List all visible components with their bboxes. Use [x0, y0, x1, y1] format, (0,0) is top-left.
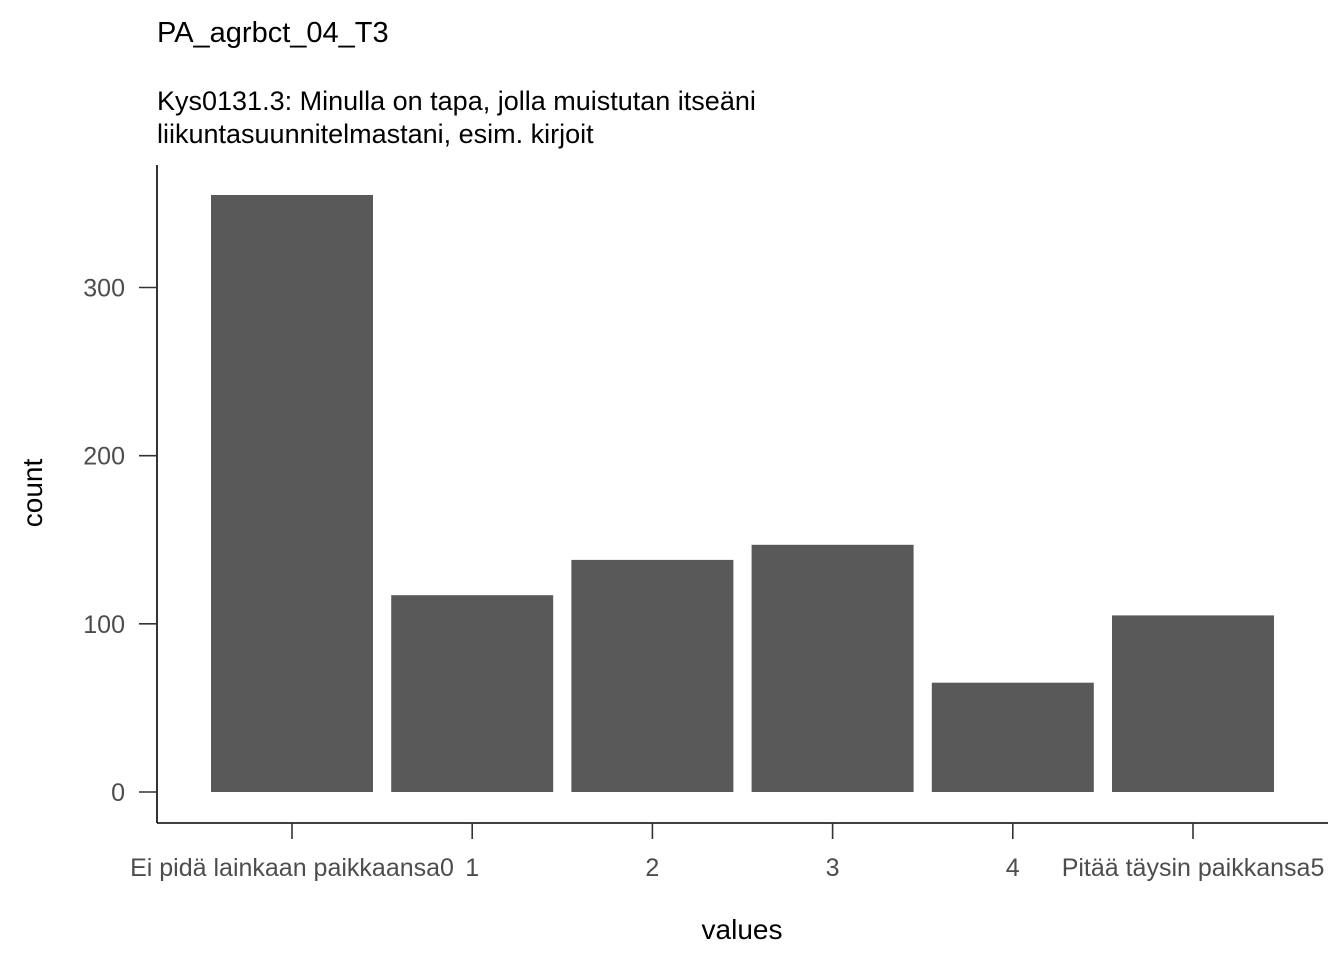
bar-4 — [931, 682, 1094, 792]
x-tick-label-2: 2 — [645, 854, 659, 882]
bar-5 — [1112, 615, 1274, 792]
x-axis-title: values — [702, 914, 783, 945]
bar-0 — [211, 195, 373, 792]
chart-subtitle-line-2: liikuntasuunnitelmastani, esim. kirjoit — [157, 119, 594, 149]
bar-3 — [751, 544, 914, 792]
y-tick-label-3: 300 — [83, 274, 125, 302]
bar-2 — [571, 559, 734, 792]
chart-subtitle-line-1: Kys0131.3: Minulla on tapa, jolla muistu… — [157, 86, 756, 116]
y-axis-title: count — [17, 459, 48, 528]
x-tick-label-3: 3 — [826, 854, 840, 882]
chart-title: PA_agrbct_04_T3 — [157, 17, 389, 49]
y-ticks-group: 0 100 200 300 — [83, 274, 157, 807]
y-tick-label-1: 100 — [83, 611, 125, 639]
bars-group — [211, 195, 1274, 792]
x-tick-label-5: Pitää täysin paikkansa5 — [1062, 854, 1325, 882]
x-tick-label-1: 1 — [465, 854, 479, 882]
bar-1 — [391, 595, 554, 792]
y-tick-label-0: 0 — [111, 779, 125, 807]
y-tick-label-2: 200 — [83, 443, 125, 471]
x-tick-label-0: Ei pidä lainkaan paikkaansa0 — [130, 854, 454, 882]
x-tick-label-4: 4 — [1006, 854, 1020, 882]
x-ticks-group: Ei pidä lainkaan paikkaansa0 1 2 3 4 Pitää tä… — [130, 823, 1324, 882]
